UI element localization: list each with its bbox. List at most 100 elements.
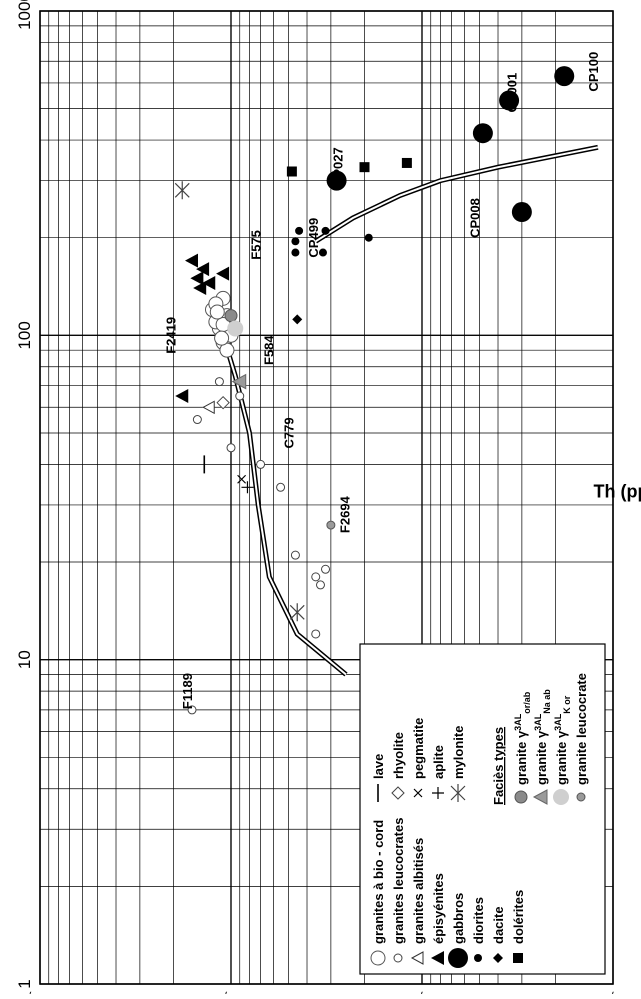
legend-marker xyxy=(431,951,444,965)
data-point xyxy=(174,181,190,200)
data-point xyxy=(190,271,204,286)
legend-label: mylonite xyxy=(451,726,466,779)
legend-label: granites à bio - cord xyxy=(371,820,386,944)
data-point xyxy=(231,373,247,390)
data-point xyxy=(256,459,266,469)
data-point xyxy=(226,443,236,453)
legend-marker xyxy=(493,953,503,963)
legend-label: gabbros xyxy=(451,893,466,944)
data-point xyxy=(224,309,238,323)
data-point xyxy=(289,603,305,622)
data-point xyxy=(321,226,330,235)
legend-marker xyxy=(413,788,423,798)
data-point xyxy=(554,66,575,87)
data-point xyxy=(511,202,532,223)
x-tick-label: 100 xyxy=(15,321,34,349)
legend-box xyxy=(359,643,606,975)
data-point xyxy=(359,162,370,173)
data-point xyxy=(196,262,210,277)
legend-label: pegmatite xyxy=(411,718,426,779)
facies-label: granite γ3ALNa ab xyxy=(533,689,552,785)
data-point xyxy=(326,520,336,530)
annotation-label: CP008 xyxy=(467,198,482,238)
facies-label: granite leucocrate xyxy=(574,673,589,785)
legend-label: granites albitisés xyxy=(411,838,426,944)
legend-marker xyxy=(450,784,466,802)
evolution-curve-inner xyxy=(315,146,599,243)
annotation-label: F584 xyxy=(261,335,276,365)
annotation-label: CP100 xyxy=(586,52,601,92)
annotation-label: C779 xyxy=(282,417,297,448)
data-point xyxy=(321,564,331,574)
x-tick-label: 1000 xyxy=(15,0,34,30)
data-point xyxy=(276,482,286,492)
facies-marker xyxy=(576,792,586,802)
data-point xyxy=(175,389,189,404)
legend-marker xyxy=(410,951,424,965)
data-point xyxy=(295,226,304,235)
legend-marker xyxy=(474,954,482,962)
y-axis-title: Th (ppm) xyxy=(594,482,641,502)
data-point xyxy=(241,481,254,494)
legend-marker xyxy=(391,786,405,800)
data-point xyxy=(187,705,197,715)
data-point xyxy=(318,248,327,257)
legend-label: épisyénites xyxy=(431,873,446,944)
data-point xyxy=(235,391,245,401)
y-tick-label: 1,0 xyxy=(410,990,434,994)
facies-marker xyxy=(553,789,569,805)
annotation-label: F2694 xyxy=(337,495,352,533)
data-point xyxy=(227,320,244,337)
data-point xyxy=(237,474,247,484)
data-point xyxy=(311,572,321,582)
facies-marker xyxy=(532,789,548,805)
data-point xyxy=(364,233,373,242)
annotation-label: CP499 xyxy=(306,218,321,258)
facies-label: granite γ3ALor/ab xyxy=(513,691,532,785)
data-point xyxy=(499,90,520,111)
legend-marker xyxy=(393,953,403,963)
data-point xyxy=(216,266,230,281)
legend-marker xyxy=(513,953,523,963)
facies-marker xyxy=(514,790,528,804)
legend-label: diorites xyxy=(471,897,486,944)
data-point xyxy=(214,377,224,387)
data-point xyxy=(185,253,199,268)
data-point xyxy=(311,629,321,639)
data-point xyxy=(202,275,216,290)
data-points xyxy=(174,66,575,715)
data-point xyxy=(315,580,325,590)
data-point xyxy=(326,170,347,191)
facies-label: granite γ3ALK or xyxy=(553,695,572,785)
data-point xyxy=(214,330,230,346)
x-tick-label: 1 xyxy=(15,979,34,988)
data-point xyxy=(290,550,300,560)
data-point xyxy=(292,314,303,325)
legend: granites à bio - cord granites leucocrate… xyxy=(359,643,606,975)
legend-marker xyxy=(432,787,444,799)
data-point xyxy=(291,237,300,246)
legend-label: granites leucocrates xyxy=(391,818,406,944)
data-point xyxy=(202,400,215,415)
data-point xyxy=(216,395,230,410)
legend-marker xyxy=(448,948,468,968)
legend-label: aplite xyxy=(431,745,446,779)
legend-label: lave xyxy=(371,754,386,779)
y-tick-label: 100,0 xyxy=(19,990,62,994)
legend-label: dacite xyxy=(491,906,506,944)
y-tick-label: 10,0 xyxy=(214,990,247,994)
legend-label: rhyolite xyxy=(391,732,406,779)
data-point xyxy=(401,157,412,168)
legend-label: dolérites xyxy=(511,890,526,944)
data-point xyxy=(192,415,202,425)
annotation-label: CP001 xyxy=(505,73,520,113)
y-tick-label: 0,1 xyxy=(601,990,625,994)
annotation-label: F575 xyxy=(249,230,264,260)
legend-marker xyxy=(370,950,386,966)
data-point xyxy=(286,166,297,177)
annotation-label: F1189 xyxy=(180,673,195,709)
facies-title: Faciès types xyxy=(491,727,506,805)
annotation-label: CP027 xyxy=(331,147,346,187)
